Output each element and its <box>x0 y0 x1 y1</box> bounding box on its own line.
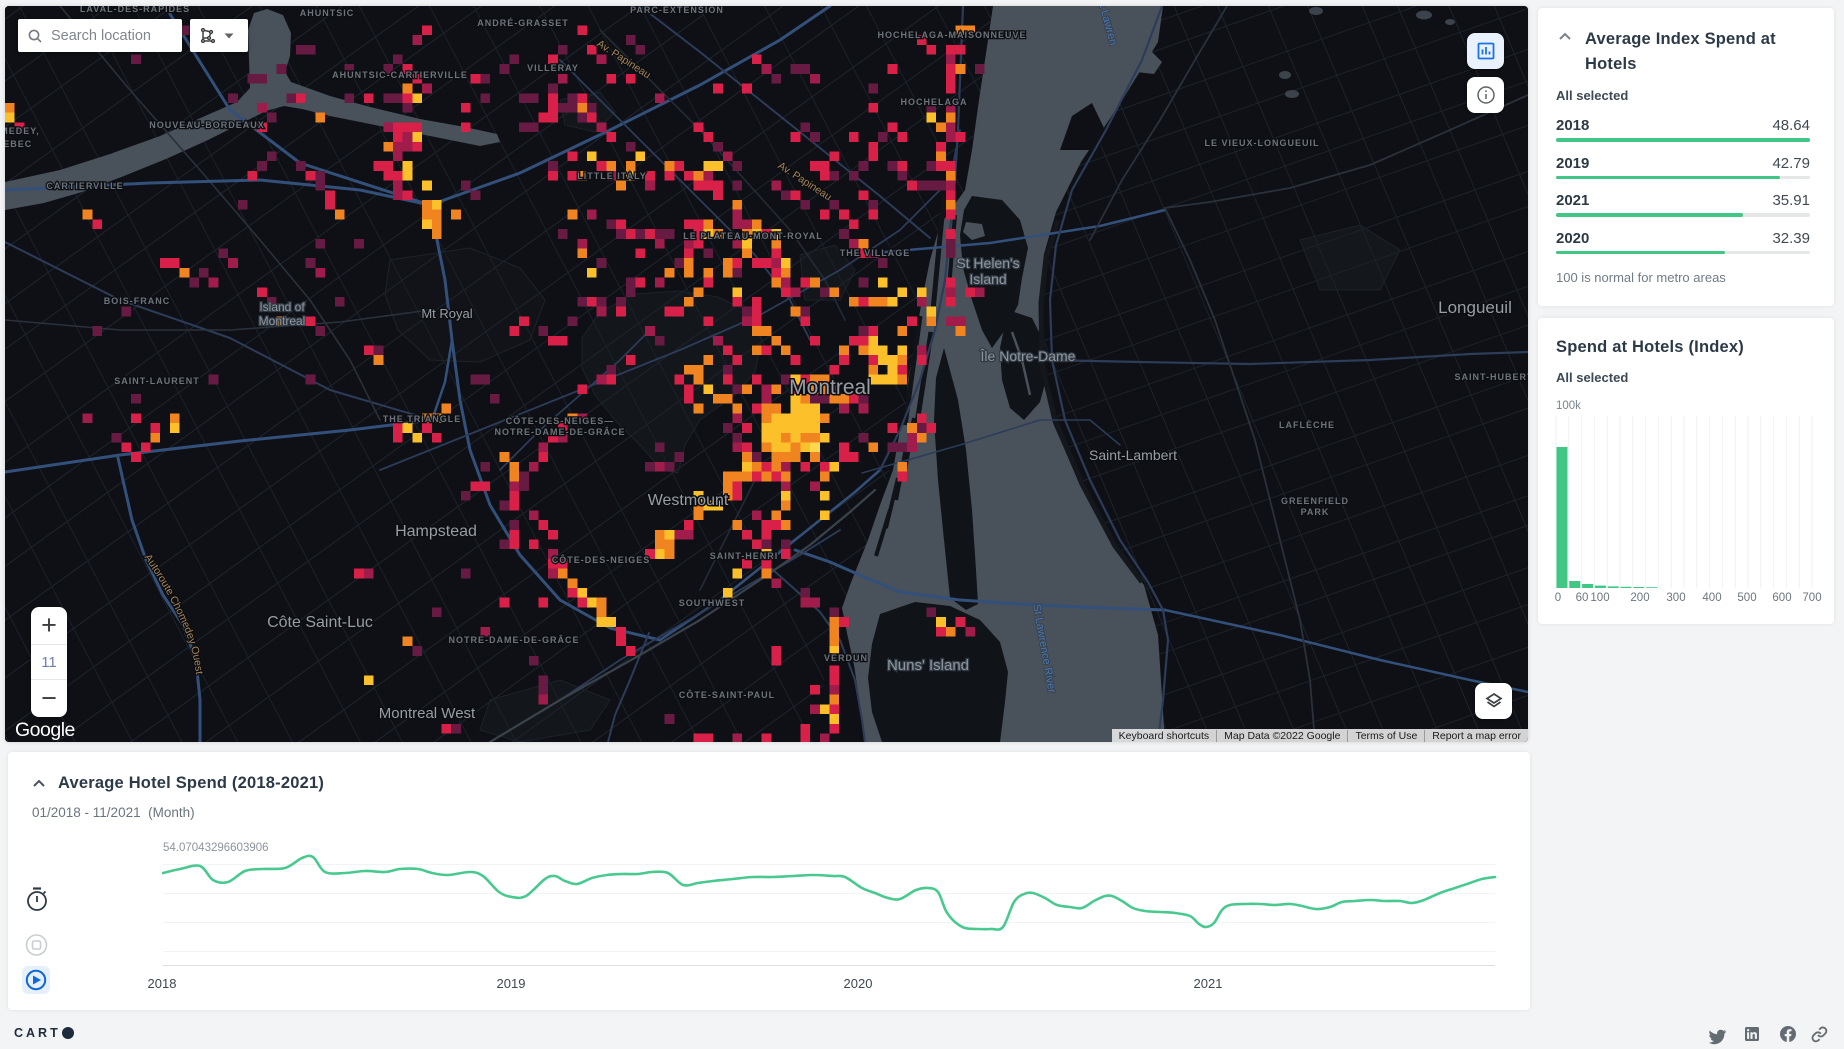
svg-text:LITTLE ITALY: LITTLE ITALY <box>577 171 647 181</box>
svg-text:VILLERAY: VILLERAY <box>527 63 579 73</box>
svg-text:St Helen's: St Helen's <box>956 255 1019 271</box>
svg-text:Longueuil: Longueuil <box>1438 298 1512 317</box>
svg-text:THE VILLAGE: THE VILLAGE <box>840 248 911 258</box>
svg-text:GREENFIELD: GREENFIELD <box>1281 496 1349 506</box>
svg-text:SAINT-LAURENT: SAINT-LAURENT <box>114 376 200 386</box>
svg-text:HOCHELAGA: HOCHELAGA <box>901 97 968 107</box>
svg-text:CÔTE-DES-NEIGES—: CÔTE-DES-NEIGES— <box>506 415 615 426</box>
svg-text:2018: 2018 <box>148 976 177 991</box>
svg-text:Montreal West: Montreal West <box>379 705 476 722</box>
svg-text:LE PLATEAU-MONT-ROYAL: LE PLATEAU-MONT-ROYAL <box>683 231 823 241</box>
svg-text:ANDRÉ-GRASSET: ANDRÉ-GRASSET <box>477 18 569 28</box>
svg-text:400: 400 <box>1702 592 1721 604</box>
svg-text:SOUTHWEST: SOUTHWEST <box>679 598 746 608</box>
svg-text:Nuns' Island: Nuns' Island <box>887 657 969 674</box>
svg-text:LE VIEUX-LONGUEUIL: LE VIEUX-LONGUEUIL <box>1204 138 1319 148</box>
svg-text:0: 0 <box>1555 592 1561 604</box>
svg-text:BOIS-FRANC: BOIS-FRANC <box>104 296 171 306</box>
svg-text:MEDEY,: MEDEY, <box>5 126 40 136</box>
svg-text:300: 300 <box>1666 592 1685 604</box>
svg-text:700: 700 <box>1802 592 1821 604</box>
svg-text:60: 60 <box>1576 592 1589 604</box>
svg-text:Mt Royal: Mt Royal <box>421 306 472 321</box>
svg-text:Island: Island <box>969 271 1006 287</box>
svg-text:LAFLÈCHE: LAFLÈCHE <box>1279 420 1335 430</box>
svg-text:500: 500 <box>1737 592 1756 604</box>
svg-text:Hampstead: Hampstead <box>395 523 477 540</box>
svg-text:Côte Saint-Luc: Côte Saint-Luc <box>267 614 373 631</box>
svg-text:NOTRE-DAME-DE-GRÂCE: NOTRE-DAME-DE-GRÂCE <box>495 426 626 437</box>
svg-text:PARC-EXTENSION: PARC-EXTENSION <box>630 6 724 15</box>
svg-text:NOTRE-DAME-DE-GRÂCE: NOTRE-DAME-DE-GRÂCE <box>449 634 580 645</box>
svg-text:SAINT-HUBERT: SAINT-HUBERT <box>1455 372 1529 382</box>
svg-text:LAVAL-DES-RAPIDES: LAVAL-DES-RAPIDES <box>80 6 190 14</box>
svg-text:Westmount: Westmount <box>648 492 729 509</box>
svg-text:100: 100 <box>1590 592 1609 604</box>
svg-text:200: 200 <box>1630 592 1649 604</box>
svg-text:SAINT-HENRI: SAINT-HENRI <box>710 551 779 561</box>
svg-text:NOUVEAU-BORDEAUX: NOUVEAU-BORDEAUX <box>149 120 265 130</box>
svg-text:HOCHELAGA-MAISONNEUVE: HOCHELAGA-MAISONNEUVE <box>877 30 1026 40</box>
svg-text:AHUNTSIC: AHUNTSIC <box>300 8 355 18</box>
svg-text:2021: 2021 <box>1194 976 1223 991</box>
svg-text:Montreal: Montreal <box>789 376 871 399</box>
svg-text:THE TRIANGLE: THE TRIANGLE <box>383 414 462 424</box>
svg-text:100k: 100k <box>1556 400 1581 412</box>
svg-text:CÔTE-SAINT-PAUL: CÔTE-SAINT-PAUL <box>679 689 775 700</box>
svg-text:CÔTE-DES-NEIGES: CÔTE-DES-NEIGES <box>552 554 651 565</box>
svg-text:2020: 2020 <box>844 976 873 991</box>
svg-text:2019: 2019 <box>497 976 526 991</box>
svg-text:Île Notre-Dame: Île Notre-Dame <box>980 348 1076 364</box>
svg-text:600: 600 <box>1772 592 1791 604</box>
svg-text:54.07043296603906: 54.07043296603906 <box>163 842 269 854</box>
svg-text:VERDUN: VERDUN <box>824 653 868 663</box>
svg-text:Island of: Island of <box>259 300 305 314</box>
svg-text:PARK: PARK <box>1301 507 1330 517</box>
svg-text:UEBEC: UEBEC <box>5 139 32 149</box>
svg-text:CARTIERVILLE: CARTIERVILLE <box>46 181 123 191</box>
svg-text:Montreal: Montreal <box>259 314 306 328</box>
svg-text:Saint-Lambert: Saint-Lambert <box>1089 447 1177 463</box>
svg-text:AHUNTSIC-CARTIERVILLE: AHUNTSIC-CARTIERVILLE <box>332 70 468 80</box>
